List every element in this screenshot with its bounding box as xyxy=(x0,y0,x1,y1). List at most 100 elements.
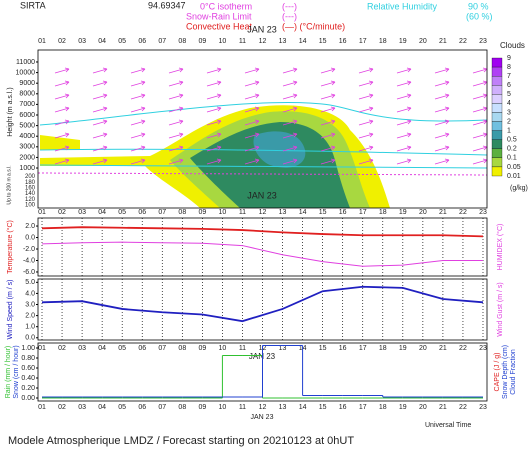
x-tick-label-top: 21 xyxy=(439,38,447,45)
wind-arrow xyxy=(282,106,298,113)
x-tick-label-bottom: 16 xyxy=(339,404,347,411)
wind-arrow xyxy=(206,67,222,74)
wind-arrow xyxy=(92,145,108,152)
humidity-label: Relative Humidity xyxy=(367,1,438,11)
wind-arrow xyxy=(472,158,488,165)
wind-arrow xyxy=(54,67,70,74)
wind-arrow xyxy=(244,158,260,165)
wind-arrow xyxy=(434,93,450,100)
y-tick-label: 100 xyxy=(25,203,36,209)
y-tick-label: 120 xyxy=(25,197,36,203)
wind-arrow xyxy=(168,80,184,87)
colorbar-label: 6 xyxy=(507,82,511,89)
wind-arrow xyxy=(54,132,70,139)
x-tick-label: 07 xyxy=(158,345,166,352)
wind-arrow xyxy=(92,80,108,87)
wind-arrow xyxy=(92,119,108,126)
wind-arrow xyxy=(396,132,412,139)
date-top: JAN 23 xyxy=(247,24,277,34)
wind-arrow xyxy=(434,145,450,152)
x-tick-label-top: 17 xyxy=(359,38,367,45)
x-tick-label: 23 xyxy=(479,345,487,352)
wind-arrow xyxy=(320,93,336,100)
wind-arrow xyxy=(320,119,336,126)
wind-arrow xyxy=(472,145,488,152)
y-tick-label: 3.0 xyxy=(25,301,35,308)
colorbar-swatch xyxy=(491,66,503,77)
y2-axis-title: CAPE (J / g) xyxy=(494,353,501,392)
x-tick-label: 17 xyxy=(359,209,367,216)
panel-frame xyxy=(37,342,488,402)
wind-arrow xyxy=(92,67,108,74)
y-tick-label: 5000 xyxy=(19,122,35,129)
colorbar-swatch xyxy=(491,112,503,122)
x-tick-label-bottom: 08 xyxy=(178,404,186,411)
colorbar-swatch xyxy=(491,166,503,177)
wind-arrow xyxy=(472,106,488,113)
x-tick-label: 18 xyxy=(379,209,387,216)
wind-arrow xyxy=(206,80,222,87)
wind-arrow xyxy=(130,67,146,74)
wind-arrow xyxy=(282,132,298,139)
x-tick-label: 05 xyxy=(118,209,126,216)
colorbar-swatch xyxy=(491,130,503,140)
x-tick-label-top: 18 xyxy=(379,38,387,45)
x-tick-label-top: 01 xyxy=(38,38,46,45)
wind-arrow xyxy=(396,158,412,165)
x-tick-label-bottom: 12 xyxy=(259,404,267,411)
x-tick-label-bottom: 06 xyxy=(138,404,146,411)
x-tick-label: 01 xyxy=(38,345,46,352)
date-bottom: JAN 23 xyxy=(251,414,274,421)
colorbar-label: 0.2 xyxy=(507,146,517,153)
x-tick-label-top: 23 xyxy=(479,38,487,45)
x-tick-label: 16 xyxy=(339,345,347,352)
x-tick-label: 07 xyxy=(158,209,166,216)
x-tick-label: 10 xyxy=(219,345,227,352)
wind-arrow xyxy=(244,67,260,74)
x-tick-label-top: 09 xyxy=(198,38,206,45)
x-tick-label-top: 08 xyxy=(178,38,186,45)
x-tick-label-bottom: 17 xyxy=(359,404,367,411)
colorbar-swatch xyxy=(491,57,503,68)
x-tick-label: 13 xyxy=(279,209,287,216)
x-tick-label: 23 xyxy=(479,209,487,216)
wind-arrow xyxy=(396,80,412,87)
wind-arrow xyxy=(320,67,336,74)
wind-arrow xyxy=(472,67,488,74)
wind-arrow xyxy=(206,158,222,165)
colorbar-label: 0.05 xyxy=(507,164,521,171)
y-tick-label: 0.60 xyxy=(21,365,35,372)
y-tick-label: 3000 xyxy=(19,144,35,151)
x-tick-label-bottom: 15 xyxy=(319,404,327,411)
wind-arrow xyxy=(54,119,70,126)
x-axis-title: Universal Time xyxy=(425,422,471,429)
wind-arrow xyxy=(54,80,70,87)
colorbar-label: 0.5 xyxy=(507,137,517,144)
colorbar-label: 0.01 xyxy=(507,173,521,180)
x-tick-label-bottom: 21 xyxy=(439,404,447,411)
wind-arrow xyxy=(206,145,222,152)
wind-arrow xyxy=(282,119,298,126)
y-axis-title: Height (m a.s.l.) xyxy=(7,87,14,136)
series-line xyxy=(41,226,484,238)
wind-arrow xyxy=(130,158,146,165)
isotherm-label: 0°C isotherm xyxy=(200,1,252,11)
y-tick-label: 180 xyxy=(25,180,36,186)
station: SIRTA xyxy=(20,0,46,10)
wind-arrow xyxy=(434,119,450,126)
wind-arrow xyxy=(434,67,450,74)
x-tick-label: 03 xyxy=(78,209,86,216)
x-tick-label-top: 19 xyxy=(399,38,407,45)
y-tick-label: 1.00 xyxy=(21,345,35,352)
wind-arrow xyxy=(434,106,450,113)
colorbar-label: 1 xyxy=(507,127,511,134)
x-tick-label: 18 xyxy=(379,345,387,352)
series-line xyxy=(41,285,484,323)
y-tick-label: 2.0 xyxy=(25,223,35,230)
x-tick-label: 22 xyxy=(459,209,467,216)
x-tick-label: 19 xyxy=(399,345,407,352)
x-tick-label: 14 xyxy=(299,209,307,216)
colorbar-swatch xyxy=(491,121,503,131)
x-tick-label: 09 xyxy=(198,209,206,216)
